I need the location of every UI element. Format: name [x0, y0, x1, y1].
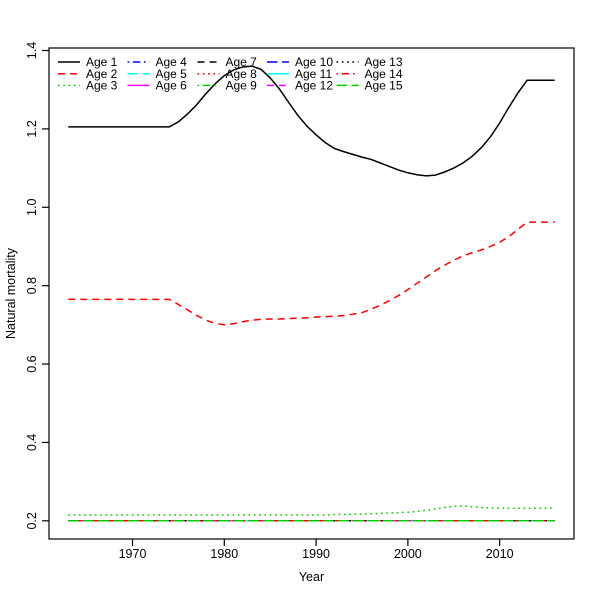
- legend-label: Age 5: [156, 67, 188, 81]
- series-line-age-2: [68, 221, 555, 326]
- legend-label: Age 15: [365, 79, 403, 93]
- legend-label: Age 9: [226, 79, 258, 93]
- legend-label: Age 2: [86, 67, 118, 81]
- legend-entry-age-9: Age 9: [197, 79, 258, 93]
- y-tick-label: 0.4: [25, 434, 39, 451]
- x-axis-title: Year: [299, 570, 324, 584]
- series-line-age-1: [68, 65, 555, 177]
- legend-label: Age 3: [86, 79, 118, 93]
- legend-entry-age-7: Age 7: [197, 55, 258, 69]
- legend-entry-age-1: Age 1: [58, 55, 118, 69]
- plot-box: [48, 47, 575, 540]
- legend-entry-age-15: Age 15: [336, 79, 403, 93]
- legend-entry-age-2: Age 2: [58, 67, 118, 81]
- y-axis-title: Natural mortality: [4, 247, 18, 339]
- legend-label: Age 13: [365, 55, 403, 69]
- y-tick-label: 0.8: [25, 277, 39, 294]
- y-tick-label: 1.0: [25, 199, 39, 216]
- y-tick-label: 0.2: [25, 512, 39, 529]
- legend-entry-age-11: Age 11: [267, 67, 332, 81]
- series-line-age-3: [68, 505, 555, 516]
- legend-label: Age 8: [226, 67, 258, 81]
- x-tick-label: 1990: [302, 547, 330, 561]
- legend-entry-age-3: Age 3: [58, 79, 118, 93]
- y-tick-label: 1.4: [25, 42, 39, 59]
- legend-entry-age-8: Age 8: [197, 67, 258, 81]
- legend-entry-age-13: Age 13: [336, 55, 403, 69]
- legend-label: Age 6: [156, 79, 188, 93]
- y-tick-label: 0.6: [25, 355, 39, 372]
- legend-entry-age-10: Age 10: [267, 55, 333, 69]
- x-tick-label: 1980: [210, 547, 238, 561]
- legend-entry-age-6: Age 6: [127, 79, 188, 93]
- x-tick-label: 1970: [119, 547, 147, 561]
- legend-label: Age 11: [295, 67, 332, 81]
- y-tick-label: 1.2: [25, 120, 39, 137]
- legend-label: Age 4: [156, 55, 188, 69]
- legend-label: Age 10: [295, 55, 333, 69]
- legend-label: Age 14: [365, 67, 403, 81]
- legend-label: Age 7: [226, 55, 258, 69]
- legend-entry-age-4: Age 4: [127, 55, 188, 69]
- legend-entry-age-14: Age 14: [336, 67, 403, 81]
- legend-entry-age-12: Age 12: [267, 79, 333, 93]
- legend-label: Age 1: [86, 55, 118, 69]
- legend-label: Age 12: [295, 79, 333, 93]
- plot-area: 1970 1980 1990 2000 2010 0.2 0.4 0.6 0.8 1.0 1.2 1.…: [25, 42, 575, 561]
- x-tick-label: 2010: [486, 547, 514, 561]
- legend-entry-age-5: Age 5: [127, 67, 188, 81]
- x-tick-label: 2000: [394, 547, 422, 561]
